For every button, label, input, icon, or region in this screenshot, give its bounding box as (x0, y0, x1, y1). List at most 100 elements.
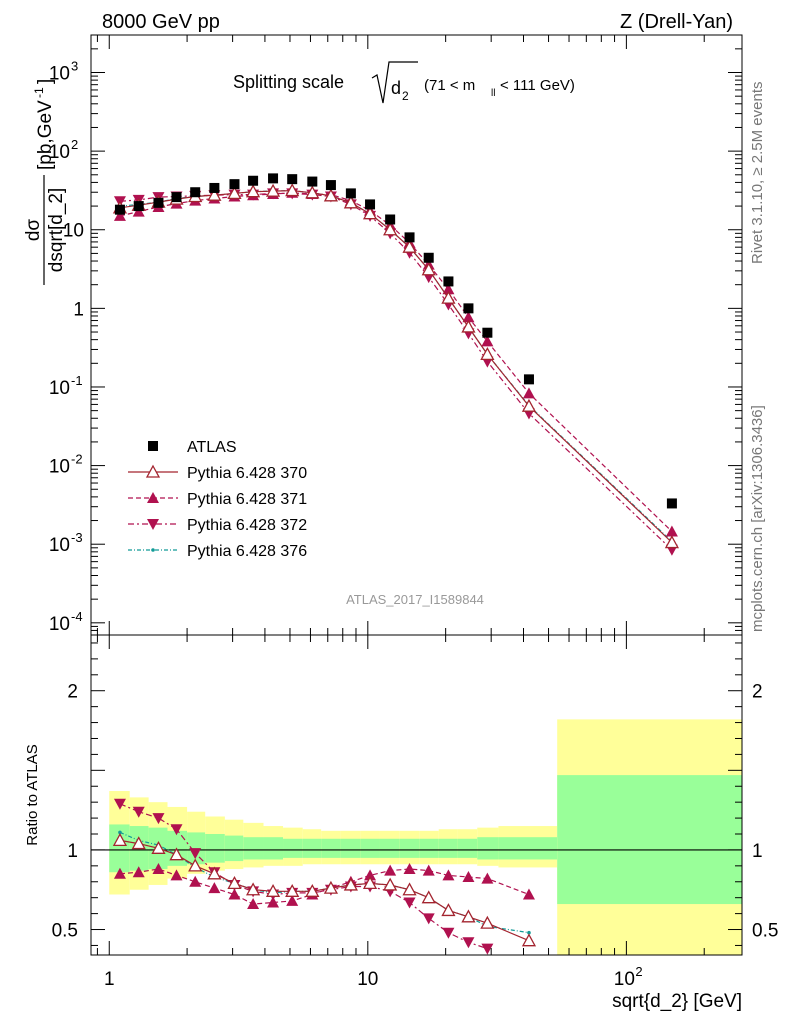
point-p370-12 (343, 195, 358, 209)
ylabel-unit-close: ] (35, 79, 56, 84)
ratio-point-p372-0 (113, 798, 126, 810)
legend-label-p372: Pythia 6.428 372 (187, 517, 307, 534)
point-atlas-4 (190, 187, 201, 198)
point-p371-18 (462, 311, 475, 323)
main-ytick-label-base-3: 10 (49, 378, 70, 399)
point-p370-15 (402, 239, 417, 253)
main-ytick-label-1: 10 -3 (49, 530, 83, 556)
point-atlas-6 (229, 179, 240, 190)
point-p370-6 (227, 186, 242, 200)
plot-title-range-post: < 111 GeV) (500, 77, 575, 94)
band-stat-11 (321, 838, 341, 858)
analysis-id: ATLAS_2017_I1589844 (346, 592, 484, 607)
ratio-point-p371-17 (442, 869, 455, 881)
rivet-label: Rivet 3.1.10, ≥ 2.5M events (749, 82, 766, 265)
point-p370-21 (664, 535, 680, 549)
legend-marker-p372 (147, 519, 159, 530)
ratio-point-p371-6 (228, 888, 241, 900)
ratio-point-p372-15 (403, 897, 416, 909)
main-ytick-label-exp-0: -4 (71, 609, 83, 624)
xtick-label-0: 1 (104, 969, 115, 990)
ratio-plot-area (91, 719, 742, 955)
main-ytick-label-base-2: 10 (49, 457, 70, 478)
ratio-point-p370-17 (441, 903, 456, 917)
main-ytick-label-exp-6: 2 (71, 137, 78, 152)
point-p371-1 (132, 205, 145, 217)
band-stat-13 (360, 838, 380, 858)
band-stat-6 (224, 835, 244, 862)
legend-label-p371: Pythia 6.428 371 (187, 491, 307, 508)
band-stat-17 (438, 838, 458, 858)
plot-title-range-sub: ll (491, 88, 495, 99)
ratio-point-p372-17 (442, 927, 455, 939)
legend-marker-p376 (151, 548, 155, 552)
point-atlas-15 (404, 232, 415, 243)
ratio-point-p370-9 (285, 883, 300, 897)
ratio-frame (90, 634, 743, 956)
ratio-ytick-label-left-1: 1 (67, 841, 78, 862)
point-p370-18 (461, 319, 476, 333)
header-right: Z (Drell-Yan) (620, 11, 733, 33)
point-p371-19 (481, 335, 494, 347)
ratio-point-p371-4 (189, 875, 202, 887)
ratio-point-p370-6 (227, 876, 242, 890)
ratio-point-p371-16 (422, 864, 435, 876)
ratio-point-p376-20 (527, 930, 531, 935)
xtick-label-base-1: 10 (357, 969, 378, 990)
series-line-p376 (119, 189, 673, 543)
ylabel-denominator: dsqrt[d_2] (46, 188, 67, 273)
point-atlas-5 (209, 182, 220, 193)
main-ytick-label-base-4: 1 (73, 299, 84, 320)
ratio-point-p370-15 (402, 882, 417, 896)
ratio-point-p370-14 (383, 877, 398, 891)
point-p370-7 (245, 184, 261, 198)
band-stat-16 (419, 838, 439, 858)
ratio-point-p370-1 (131, 836, 146, 850)
point-atlas-20 (523, 374, 534, 385)
mcplots-label: mcplots.cern.ch [arXiv:1306.3436] (749, 405, 766, 632)
ratio-point-p372-2 (152, 813, 165, 825)
header-left: 8000 GeV pp (102, 11, 220, 33)
ratio-point-p370-5 (207, 866, 222, 880)
ratio-point-p371-2 (152, 863, 165, 875)
ratio-ytick-label-right-0: 0.5 (752, 921, 778, 942)
point-atlas-3 (171, 192, 182, 203)
xtick-label-exp-2: 2 (635, 964, 642, 979)
band-stat-15 (399, 838, 420, 858)
plot-title: Splitting scale d 2 (71 < m ll < 111 GeV… (233, 61, 575, 104)
ylabel-unit-sup: -1 (32, 87, 46, 98)
point-atlas-12 (345, 188, 356, 199)
series-line-p372 (119, 192, 673, 551)
main-ytick-label-7: 10 3 (49, 59, 78, 85)
legend: ATLAS Pythia 6.428 370 Pythia 6.428 371 Pyt… (128, 439, 307, 560)
band-stat-12 (340, 838, 361, 858)
point-atlas-7 (248, 175, 259, 186)
ratio-ytick-label-right-1: 1 (752, 841, 763, 862)
point-atlas-16 (423, 252, 434, 263)
legend-label-p370: Pythia 6.428 370 (187, 465, 307, 482)
ratio-panel: 0.5 0.51 12 21 10 10 2 (52, 634, 778, 990)
band-stat-19 (477, 837, 499, 860)
ylabel-unit: [pb,GeV (35, 100, 56, 170)
point-p371-21 (665, 525, 678, 537)
xtick-label-1: 10 (357, 969, 378, 990)
main-ytick-label-exp-1: -3 (71, 530, 83, 545)
ratio-point-p370-20 (521, 933, 537, 947)
main-ytick-label-exp-2: -2 (71, 452, 83, 467)
main-ytick-label-base-6: 10 (49, 142, 70, 163)
point-atlas-13 (365, 199, 376, 210)
sqrt-sign-icon (371, 61, 418, 104)
main-ytick-label-6: 10 2 (49, 137, 78, 163)
legend-marker-atlas (148, 441, 158, 451)
ratio-point-p371-8 (267, 896, 280, 908)
point-atlas-10 (307, 176, 318, 187)
main-ytick-label-base-7: 10 (49, 64, 70, 85)
ratio-point-p376-0 (118, 830, 122, 835)
ratio-xlabel: sqrt{d_2} [GeV] (612, 991, 742, 1012)
ratio-point-p371-9 (286, 894, 299, 906)
main-panel: ATLAS Pythia 6.428 370 Pythia 6.428 371 Pyt… (49, 34, 743, 636)
plot-title-range: (71 < m (424, 77, 475, 94)
point-atlas-2 (153, 197, 164, 208)
ratio-point-p372-16 (422, 913, 435, 925)
point-p370-20 (521, 398, 537, 412)
